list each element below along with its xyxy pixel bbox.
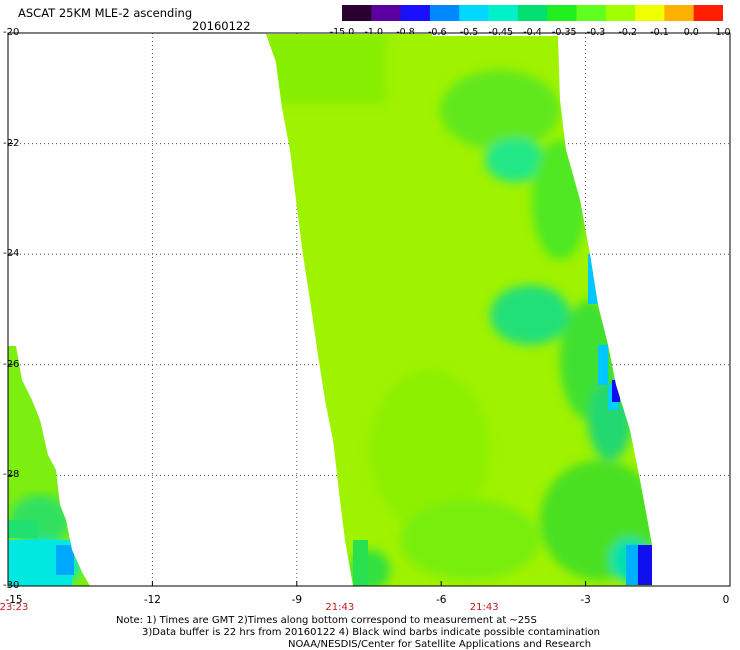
lon-label: -15: [5, 594, 23, 606]
lon-label: -12: [143, 594, 161, 606]
colorbar-segment: [605, 5, 636, 21]
lon-label: -9: [291, 594, 303, 606]
pass-time-label: 21:43: [325, 602, 355, 613]
note-line-2: 3)Data buffer is 22 hrs from 20160122 4)…: [142, 627, 600, 638]
lat-label: -28: [3, 469, 20, 481]
swath-left: [8, 346, 90, 586]
swath-right: [266, 34, 652, 586]
lon-label: -6: [435, 594, 447, 606]
note-line-3: NOAA/NESDIS/Center for Satellite Applica…: [288, 639, 592, 650]
note-line-1: Note: 1) Times are GMT 2)Times along bot…: [116, 615, 537, 626]
colorbar-segment: [488, 5, 519, 21]
colorbar-segment: [517, 5, 548, 21]
chart-title: ASCAT 25KM MLE-2 ascending: [18, 6, 193, 20]
pass-time-label: 21:43: [469, 602, 499, 613]
colorbar-segment: [459, 5, 490, 21]
plot-frame: [7, 32, 731, 587]
chart-date: 20160122: [192, 19, 251, 33]
lon-label: -3: [580, 594, 591, 606]
lat-label: -22: [3, 137, 20, 149]
axis-ticks: [7, 32, 731, 587]
colorbar-segment: [342, 5, 372, 21]
colorbar: [342, 5, 723, 21]
pass-time-label: 23:23: [0, 602, 29, 613]
colorbar-segment: [547, 5, 577, 21]
lat-label: -20: [3, 27, 20, 38]
colorbar-segment: [371, 5, 402, 21]
colorbar-segment: [400, 5, 431, 21]
lat-label: -24: [3, 248, 20, 260]
colorbar-segment: [429, 5, 460, 21]
lat-label: -30: [3, 580, 20, 591]
lat-label: -26: [3, 358, 20, 370]
colorbar-segment: [635, 5, 665, 21]
lon-label: 0: [722, 594, 730, 606]
colorbar-segment: [664, 5, 695, 21]
colorbar-segment: [576, 5, 607, 21]
colorbar-segment: [693, 5, 723, 21]
